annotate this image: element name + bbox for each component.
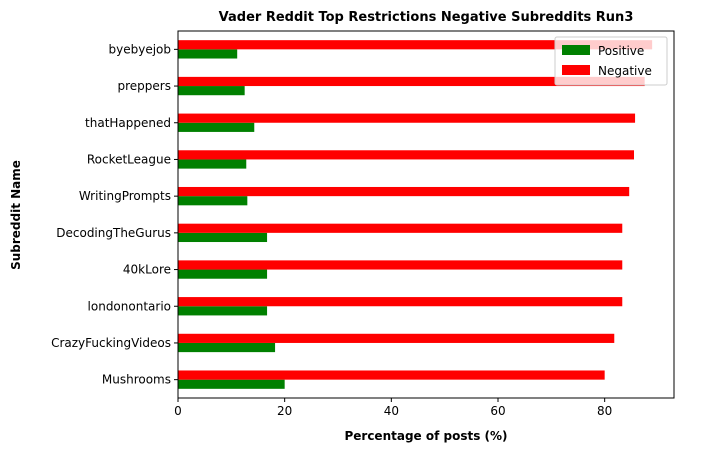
bar-positive-londonontario <box>178 306 268 316</box>
y-axis: Mushrooms CrazyFuckingVideos londonontario… <box>51 42 178 387</box>
y-tick-label: 40kLore <box>123 263 171 277</box>
legend: Positive Negative <box>554 36 668 86</box>
bar-positive-RocketLeague <box>178 159 247 169</box>
legend-label-negative: Negative <box>598 64 652 78</box>
y-tick-label: Mushrooms <box>102 373 171 387</box>
bar-negative-Mushrooms <box>178 370 605 380</box>
x-tick-label: 80 <box>597 404 612 418</box>
y-tick-label: londonontario <box>88 299 171 313</box>
bar-negative-WritingPrompts <box>178 186 630 197</box>
chart-title: Vader Reddit Top Restrictions Negative S… <box>219 10 634 25</box>
plot-area <box>178 40 653 389</box>
x-tick-label: 0 <box>174 404 182 418</box>
bar-negative-RocketLeague <box>178 150 634 160</box>
bar-positive-byebyejob <box>178 49 238 59</box>
bar-negative-preppers <box>178 76 645 87</box>
y-tick-label: WritingPrompts <box>79 189 171 203</box>
y-tick-label: CrazyFuckingVideos <box>51 336 171 350</box>
y-tick-label: thatHappened <box>85 116 171 130</box>
plot-frame <box>177 30 675 399</box>
bar-negative-londonontario <box>178 297 623 307</box>
bar-negative-CrazyFuckingVideos <box>178 333 615 343</box>
bar-positive-DecodingTheGurus <box>178 232 268 243</box>
y-tick-label: byebyejob <box>109 42 172 56</box>
bar-negative-DecodingTheGurus <box>178 223 623 233</box>
x-tick-label: 40 <box>384 404 399 418</box>
bar-positive-thatHappened <box>178 122 255 132</box>
legend-swatch-positive <box>562 45 590 55</box>
y-tick-label: preppers <box>118 79 171 93</box>
x-axis-label: Percentage of posts (%) <box>344 429 507 443</box>
x-axis: 0 20 40 60 80 <box>174 398 612 418</box>
legend-label-positive: Positive <box>598 44 644 58</box>
y-tick-label: RocketLeague <box>87 152 171 166</box>
bar-positive-preppers <box>178 86 245 96</box>
legend-swatch-negative <box>562 65 590 75</box>
bar-negative-byebyejob <box>178 40 653 50</box>
bar-positive-WritingPrompts <box>178 196 248 206</box>
y-tick-label: DecodingTheGurus <box>56 226 171 240</box>
bar-negative-thatHappened <box>178 113 636 123</box>
bar-positive-CrazyFuckingVideos <box>178 342 276 353</box>
bar-positive-Mushrooms <box>178 379 285 389</box>
bar-positive-40kLore <box>178 269 268 279</box>
x-tick-label: 60 <box>490 404 505 418</box>
y-axis-label: Subreddit Name <box>9 160 23 270</box>
bar-negative-40kLore <box>178 260 623 270</box>
x-tick-label: 20 <box>277 404 292 418</box>
